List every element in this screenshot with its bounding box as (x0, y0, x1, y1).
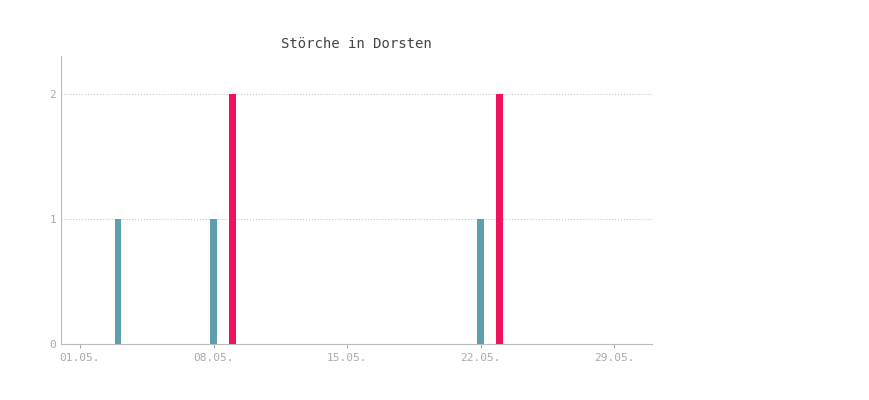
Bar (477, 219, 483, 344)
Bar (210, 219, 216, 344)
Title: Störche in Dorsten: Störche in Dorsten (281, 37, 432, 51)
Bar (229, 94, 235, 344)
Bar (115, 219, 122, 344)
Bar (496, 94, 502, 344)
